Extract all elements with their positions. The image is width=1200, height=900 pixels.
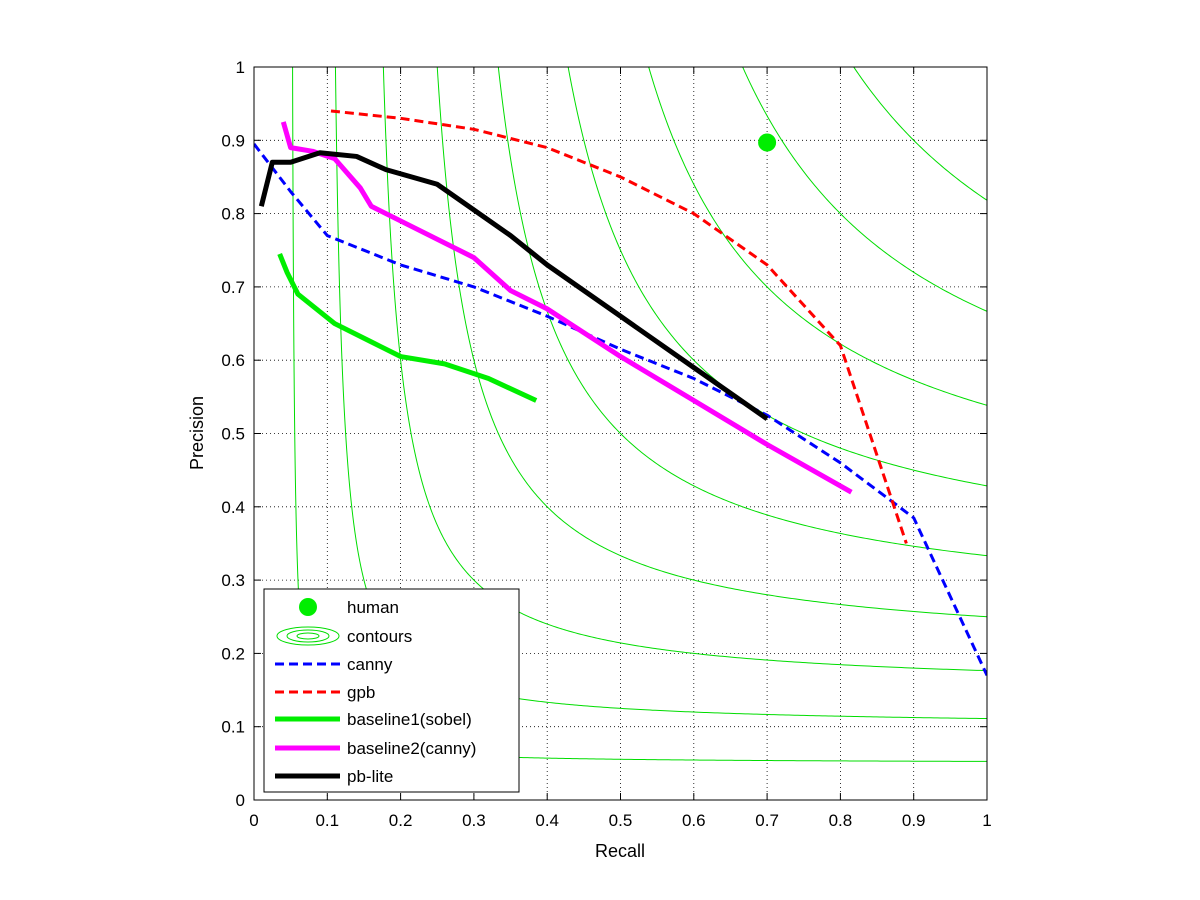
y-tick-label: 0.1 xyxy=(221,718,245,737)
human-marker xyxy=(758,133,777,152)
legend-label-contours: contours xyxy=(347,627,412,646)
x-tick-label: 0.3 xyxy=(462,811,486,830)
y-axis-title: Precision xyxy=(187,396,207,470)
x-tick-label: 0.9 xyxy=(902,811,926,830)
legend: human contours canny gpb baseline1(sobel) bas… xyxy=(263,588,520,793)
f-contour-line xyxy=(853,67,987,201)
legend-box xyxy=(263,588,520,793)
series-line-baseline1-sobel- xyxy=(277,252,538,403)
legend-label-gpb: gpb xyxy=(347,683,375,702)
legend-contour-symbol xyxy=(296,632,320,640)
y-tick-label: 0.5 xyxy=(221,425,245,444)
y-tick-label: 0 xyxy=(236,791,245,810)
x-tick-label: 0.8 xyxy=(829,811,853,830)
legend-label-canny: canny xyxy=(347,655,393,674)
legend-contour-symbol xyxy=(276,626,340,646)
y-tick-label: 0.2 xyxy=(221,644,245,663)
x-tick-label: 1 xyxy=(982,811,991,830)
f-contour-line xyxy=(567,67,987,487)
legend-label-human: human xyxy=(347,598,399,617)
x-tick-label: 0.4 xyxy=(535,811,559,830)
series-line-pb-lite xyxy=(258,150,769,421)
y-tick-label: 0.8 xyxy=(221,205,245,224)
y-tick-label: 0.7 xyxy=(221,278,245,297)
f-contour-line xyxy=(648,67,987,406)
human-marker-layer xyxy=(758,133,777,152)
f-contour-line xyxy=(436,67,987,618)
legend-contour-symbol xyxy=(286,629,330,643)
legend-label-pb-lite: pb-lite xyxy=(347,767,393,786)
y-tick-label: 0.4 xyxy=(221,498,245,517)
series-lines xyxy=(254,109,987,677)
x-tick-label: 0.1 xyxy=(315,811,339,830)
x-tick-label: 0 xyxy=(249,811,258,830)
series-line-gpb xyxy=(330,109,908,544)
legend-human-marker xyxy=(299,598,317,616)
x-tick-label: 0.6 xyxy=(682,811,706,830)
f-contour-line xyxy=(742,67,987,312)
legend-label-baseline2-canny-: baseline2(canny) xyxy=(347,739,476,758)
f-contour-line xyxy=(382,67,987,672)
x-axis-title: Recall xyxy=(595,841,645,861)
legend-label-baseline1-sobel-: baseline1(sobel) xyxy=(347,710,472,729)
y-tick-label: 0.3 xyxy=(221,571,245,590)
x-tick-label: 0.7 xyxy=(755,811,779,830)
y-tick-label: 0.6 xyxy=(221,351,245,370)
axis-ticks: 0 0.1 0.2 0.3 0.4 0.5 0.6 0.7 0.8 0.9 1 0 0.1 0.2 0.3 0… xyxy=(221,58,991,830)
y-tick-label: 0.9 xyxy=(221,131,245,150)
y-tick-label: 1 xyxy=(236,58,245,77)
x-tick-label: 0.2 xyxy=(389,811,413,830)
f-contour-line xyxy=(497,67,987,557)
x-tick-label: 0.5 xyxy=(609,811,633,830)
